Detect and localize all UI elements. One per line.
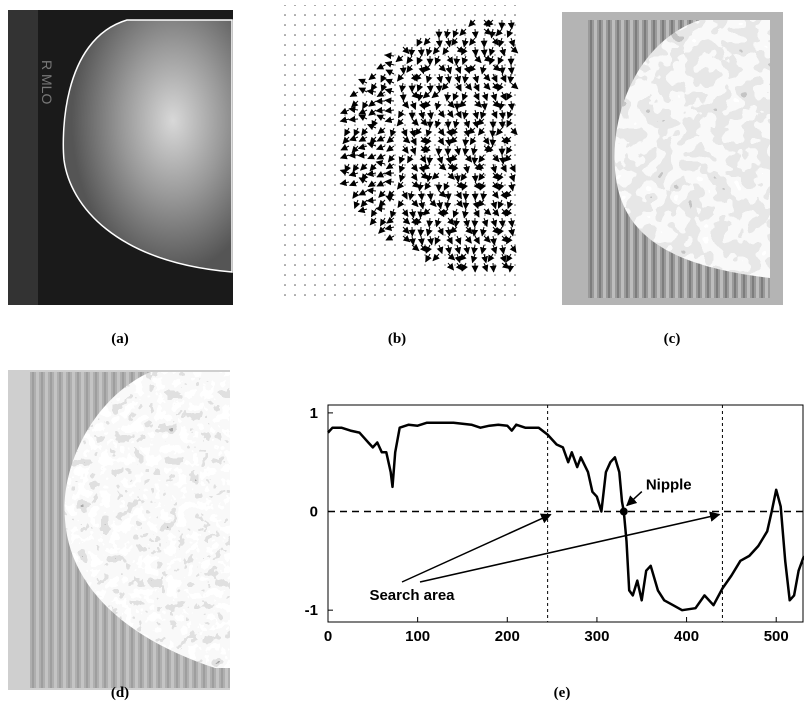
panel-label: (a) — [111, 331, 129, 347]
arrow — [403, 92, 404, 101]
arrow — [474, 155, 475, 164]
search-area-label: Search area — [369, 587, 455, 604]
arrow — [349, 155, 358, 156]
y-tick-label: 0 — [310, 504, 318, 521]
arrow — [430, 83, 431, 92]
arrow — [492, 128, 493, 137]
figure: R MLO (a) (b) (c) (d) (e) -1 0 1 0 100 200 300… — [0, 0, 804, 707]
y-tick-label: 1 — [310, 405, 318, 422]
chart-e: -1 0 1 0 100 200 300 400 500 Nipple Search area — [305, 405, 804, 645]
arrow — [502, 119, 503, 128]
panel-a-image: R MLO — [8, 10, 233, 305]
x-tick-label: 300 — [584, 628, 609, 645]
x-tick-label: 200 — [495, 628, 520, 645]
arrow — [484, 47, 485, 56]
panel-label: (b) — [388, 331, 406, 347]
panel-d-image — [8, 370, 230, 690]
arrow — [448, 191, 449, 200]
series-line — [328, 423, 804, 610]
arrow — [411, 47, 412, 56]
arrow — [403, 65, 404, 74]
arrow — [420, 209, 421, 218]
arrow — [385, 181, 394, 182]
arrow — [475, 173, 476, 182]
search-arrow — [420, 515, 719, 582]
arrow — [376, 208, 385, 209]
panel-label: (e) — [554, 685, 571, 701]
arrow — [456, 56, 457, 65]
arrow — [502, 65, 503, 74]
nipple-label: Nipple — [646, 477, 692, 494]
arrow — [385, 100, 394, 101]
x-tick-label: 0 — [324, 628, 332, 645]
arrow — [358, 155, 367, 156]
search-arrow — [402, 515, 551, 582]
panel-label: (c) — [664, 331, 681, 347]
arrow — [493, 263, 494, 272]
x-tick-label: 400 — [674, 628, 699, 645]
panel-b-image — [280, 5, 520, 300]
panel-c-image — [560, 12, 785, 305]
svg-text:R MLO: R MLO — [39, 60, 55, 104]
nipple-point — [620, 508, 628, 516]
x-tick-label: 500 — [764, 628, 789, 645]
arrow — [439, 83, 440, 92]
x-tick-label: 100 — [405, 628, 430, 645]
panel-label: (d) — [111, 685, 129, 701]
nipple-arrow — [627, 492, 642, 506]
y-tick-label: -1 — [305, 602, 318, 619]
